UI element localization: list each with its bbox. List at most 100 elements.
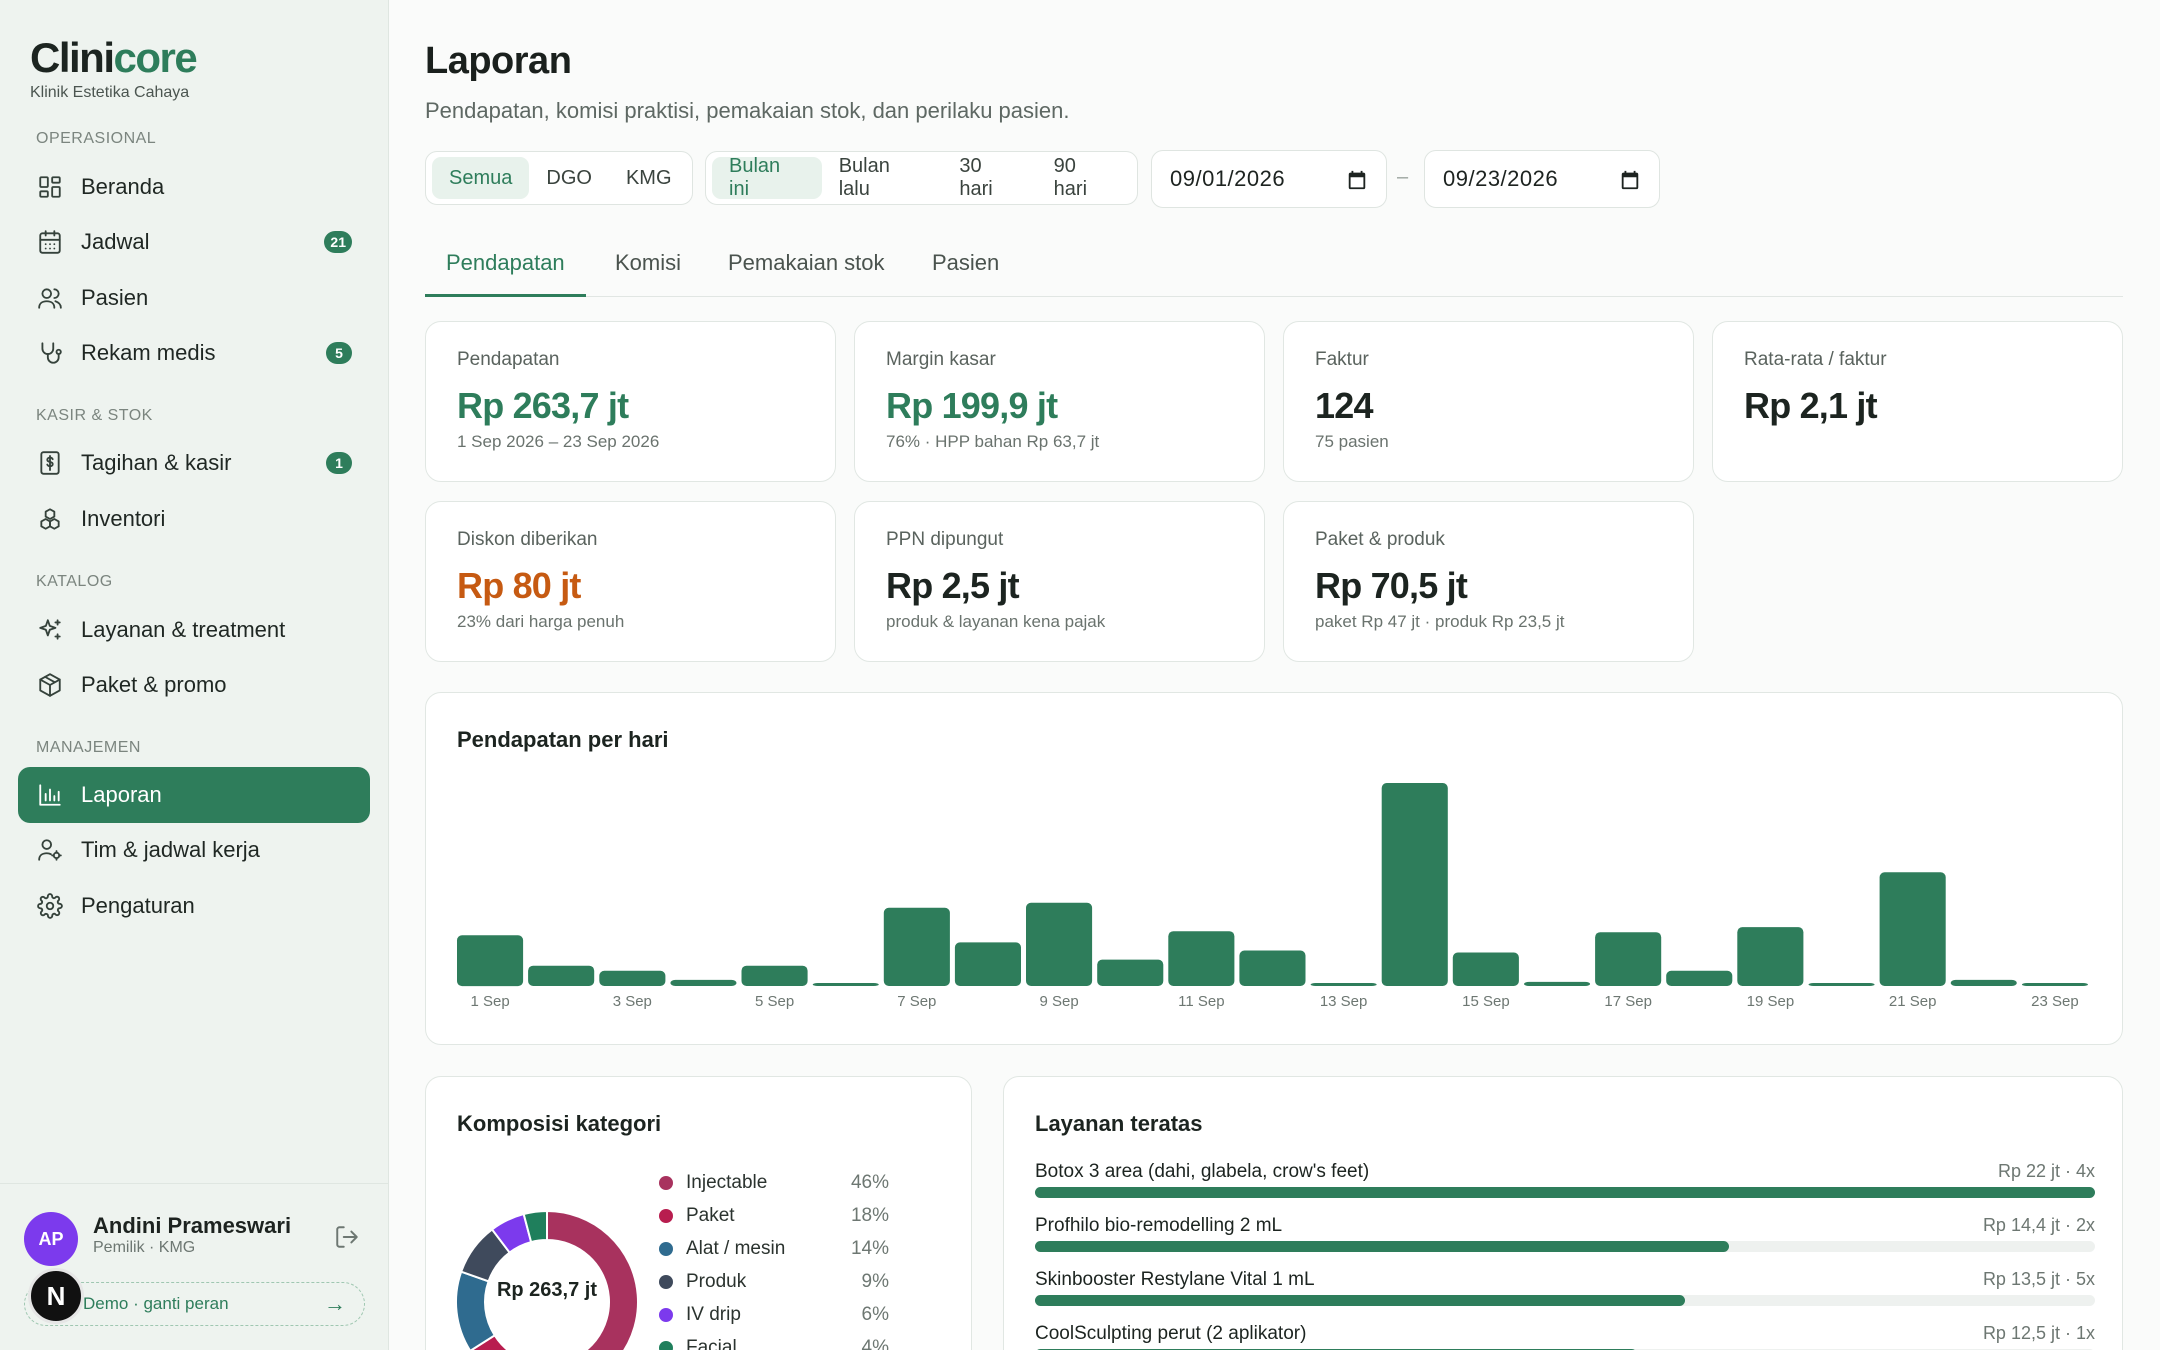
period-option-90-hari[interactable]: 90 hari bbox=[1053, 155, 1088, 200]
x-tick-label: 13 Sep bbox=[1320, 993, 1368, 1010]
period-option-30-hari[interactable]: 30 hari bbox=[959, 155, 993, 200]
service-bar-track bbox=[1035, 1187, 2095, 1198]
category-donut-chart bbox=[455, 1209, 639, 1350]
sidebar-item-jadwal[interactable]: Jadwal 21 bbox=[18, 214, 370, 270]
revenue-bar[interactable] bbox=[883, 907, 950, 986]
sidebar-item-inventori[interactable]: Inventori bbox=[18, 491, 370, 547]
revenue-bar[interactable] bbox=[1026, 902, 1093, 986]
chart-title: Layanan teratas bbox=[1035, 1111, 1203, 1136]
legend-swatch bbox=[659, 1209, 673, 1223]
legend-label: Injectable bbox=[686, 1172, 768, 1193]
sidebar-item-label: Tim & jadwal kerja bbox=[81, 837, 260, 862]
page-title: Laporan bbox=[425, 40, 572, 82]
branch-option-kmg[interactable]: KMG bbox=[625, 166, 672, 189]
revenue-bar[interactable] bbox=[2021, 983, 2088, 986]
service-bar-track bbox=[1035, 1241, 2095, 1252]
revenue-bar[interactable] bbox=[1808, 983, 1875, 986]
page-subtitle: Pendapatan, komisi praktisi, pemakaian s… bbox=[425, 98, 1070, 123]
service-name: CoolSculpting perut (2 aplikator) bbox=[1035, 1323, 1307, 1344]
service-bar-fill bbox=[1035, 1241, 1730, 1252]
revenue-bar-chart: 1 Sep 3 Sep 5 Sep 7 Sep 9 Sep 11 Sep 13 Sep 15 … bbox=[457, 783, 2088, 1010]
sidebar-item-paket[interactable]: Paket & promo bbox=[18, 657, 370, 713]
top-services-card: Layanan teratas Botox 3 area (dahi, glab… bbox=[1003, 1076, 2123, 1350]
revenue-bar[interactable] bbox=[1950, 979, 2017, 986]
kpi-note: paket Rp 47 jt · produk Rp 23,5 jt bbox=[1315, 612, 1565, 631]
switch-role-button[interactable]: Demo · ganti peran → bbox=[24, 1282, 365, 1326]
revenue-bar[interactable] bbox=[1381, 783, 1448, 986]
kpi-card-ppn: PPN dipungut Rp 2,5 jt produk & layanan … bbox=[854, 501, 1265, 662]
kpi-card-rata-rata: Rata-rata / faktur Rp 2,1 jt bbox=[1712, 321, 2123, 482]
n-logo-badge[interactable]: N bbox=[28, 1268, 84, 1324]
revenue-bar[interactable] bbox=[528, 965, 595, 986]
date-from-input[interactable]: 09/01/2026 bbox=[1151, 150, 1387, 208]
sidebar-item-label: Pengaturan bbox=[81, 893, 195, 918]
user-panel: AP Andini Prameswari Pemilik · KMG Demo … bbox=[0, 1183, 389, 1350]
sidebar-item-beranda[interactable]: Beranda bbox=[18, 159, 370, 215]
sidebar-item-laporan[interactable]: Laporan bbox=[18, 767, 370, 823]
kpi-note: 76% · HPP bahan Rp 63,7 jt bbox=[886, 432, 1100, 451]
legend-item: Produk 9% bbox=[659, 1270, 889, 1294]
revenue-bar[interactable] bbox=[1595, 932, 1662, 986]
kpi-label: Margin kasar bbox=[886, 349, 996, 370]
sidebar-item-label: Inventori bbox=[81, 506, 166, 531]
sidebar-item-layanan[interactable]: Layanan & treatment bbox=[18, 602, 370, 658]
revenue-bar[interactable] bbox=[1524, 981, 1591, 986]
revenue-bar[interactable] bbox=[954, 942, 1021, 986]
revenue-bar[interactable] bbox=[741, 965, 808, 986]
revenue-bar[interactable] bbox=[1666, 970, 1733, 986]
revenue-bar[interactable] bbox=[812, 983, 879, 986]
calendar-icon[interactable] bbox=[1346, 169, 1368, 191]
sidebar-item-pengaturan[interactable]: Pengaturan bbox=[18, 878, 370, 934]
brand[interactable]: Clinicore Klinik Estetika Cahaya bbox=[30, 34, 198, 102]
revenue-bar[interactable] bbox=[1879, 872, 1946, 986]
revenue-bar[interactable] bbox=[1239, 950, 1306, 987]
date-to-input[interactable]: 09/23/2026 bbox=[1424, 150, 1660, 208]
revenue-bar[interactable] bbox=[1097, 959, 1164, 986]
sidebar-item-label: Layanan & treatment bbox=[81, 617, 286, 642]
tab-pendapatan[interactable]: Pendapatan bbox=[425, 250, 586, 297]
sparkles-icon bbox=[36, 616, 64, 644]
legend-label: Facial bbox=[686, 1337, 737, 1350]
legend-value: 14% bbox=[850, 1238, 889, 1259]
sidebar-item-tagihan[interactable]: Tagihan & kasir 1 bbox=[18, 435, 370, 491]
tab-pasien[interactable]: Pasien bbox=[932, 250, 1000, 275]
revenue-bar[interactable] bbox=[1310, 983, 1377, 986]
service-name: Profhilo bio-remodelling 2 mL bbox=[1035, 1215, 1283, 1236]
revenue-bar[interactable] bbox=[1168, 931, 1235, 986]
legend-item: Injectable 46% bbox=[659, 1171, 889, 1195]
calendar-icon[interactable] bbox=[1619, 169, 1641, 191]
kpi-card-diskon: Diskon diberikan Rp 80 jt 23% dari harga… bbox=[425, 501, 836, 662]
revenue-bar[interactable] bbox=[599, 970, 666, 986]
sidebar-item-pasien[interactable]: Pasien bbox=[18, 270, 370, 326]
donut-slice[interactable] bbox=[469, 1333, 561, 1350]
bar-chart-icon bbox=[36, 781, 64, 809]
service-bar-track bbox=[1035, 1295, 2095, 1306]
kpi-label: Rata-rata / faktur bbox=[1744, 349, 1887, 370]
sidebar-item-label: Jadwal bbox=[81, 229, 150, 254]
branch-option-semua[interactable]: Semua bbox=[432, 157, 530, 199]
sidebar-item-rekam-medis[interactable]: Rekam medis 5 bbox=[18, 325, 370, 381]
tab-pemakaian-stok[interactable]: Pemakaian stok bbox=[728, 250, 885, 275]
kpi-value: Rp 80 jt bbox=[457, 565, 581, 606]
donut-slice[interactable] bbox=[546, 1209, 639, 1350]
kpi-card-pendapatan: Pendapatan Rp 263,7 jt 1 Sep 2026 – 23 S… bbox=[425, 321, 836, 482]
period-option-bulan-lalu[interactable]: Bulan lalu bbox=[838, 155, 890, 200]
x-tick-label: 7 Sep bbox=[897, 993, 936, 1010]
avatar[interactable]: AP bbox=[24, 1212, 78, 1266]
logout-icon[interactable] bbox=[334, 1224, 362, 1252]
revenue-chart-card: Pendapatan per hari 1 Sep 3 Sep 5 Sep 7 Sep… bbox=[425, 692, 2123, 1045]
revenue-bar[interactable] bbox=[457, 935, 524, 987]
service-name: Botox 3 area (dahi, glabela, crow's feet… bbox=[1035, 1161, 1370, 1182]
sidebar-item-tim[interactable]: Tim & jadwal kerja bbox=[18, 822, 370, 878]
x-tick-label: 11 Sep bbox=[1178, 993, 1224, 1010]
kpi-label: Diskon diberikan bbox=[457, 529, 598, 550]
revenue-bar[interactable] bbox=[670, 979, 737, 986]
kpi-value: Rp 2,5 jt bbox=[886, 565, 1020, 606]
branch-option-dgo[interactable]: DGO bbox=[546, 166, 592, 189]
revenue-bar[interactable] bbox=[1737, 927, 1804, 986]
tab-komisi[interactable]: Komisi bbox=[615, 250, 682, 275]
period-option-bulan-ini[interactable]: Bulan ini bbox=[712, 155, 822, 200]
donut-slice[interactable] bbox=[522, 1209, 548, 1244]
revenue-bar[interactable] bbox=[1452, 952, 1519, 987]
x-tick-label: 9 Sep bbox=[1039, 993, 1078, 1010]
